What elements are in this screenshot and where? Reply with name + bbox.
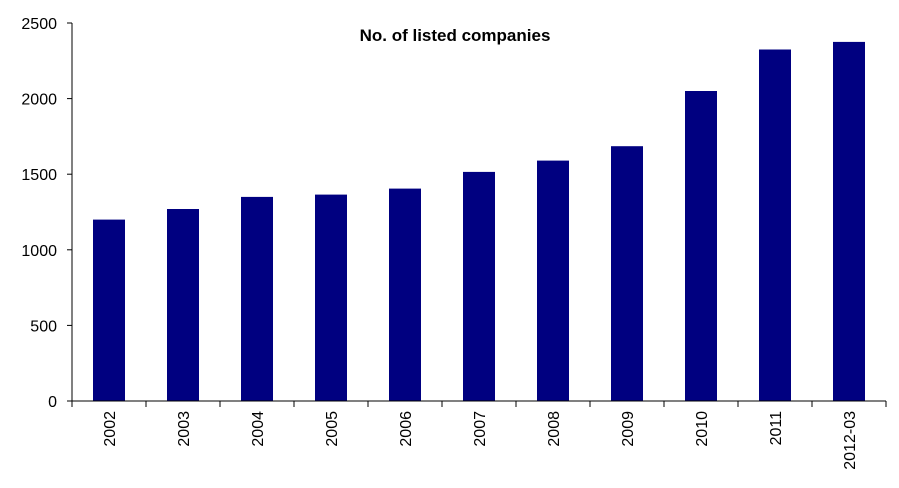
x-tick-label: 2004 bbox=[250, 411, 267, 447]
y-axis-ticks: 0 500 1000 1500 2000 2500 bbox=[21, 16, 72, 411]
bar-2008 bbox=[537, 160, 569, 401]
x-tick-label: 2008 bbox=[546, 411, 563, 447]
y-tick-label: 500 bbox=[30, 318, 57, 335]
x-tick-label: 2010 bbox=[694, 411, 711, 447]
bar-2009 bbox=[611, 146, 643, 401]
axes-layer bbox=[71, 23, 886, 402]
chart-title: No. of listed companies bbox=[360, 26, 551, 45]
x-tick-label: 2005 bbox=[324, 411, 341, 447]
bar-2007 bbox=[463, 171, 495, 401]
y-tick-label: 1500 bbox=[21, 167, 57, 184]
bar-2011 bbox=[759, 49, 791, 401]
bar-2006 bbox=[389, 188, 421, 401]
bar-2004 bbox=[241, 196, 273, 401]
x-tick-label: 2003 bbox=[176, 411, 193, 447]
y-tick-label: 2000 bbox=[21, 92, 57, 109]
x-tick-label: 2007 bbox=[472, 411, 489, 447]
x-tick-label: 2009 bbox=[620, 411, 637, 447]
bar-2005 bbox=[315, 194, 347, 401]
x-tick-label: 2002 bbox=[102, 411, 119, 447]
y-tick-label: 2500 bbox=[21, 16, 57, 33]
x-tick-label: 2012-03 bbox=[842, 411, 859, 470]
bars-layer bbox=[93, 41, 865, 402]
x-tick-label: 2006 bbox=[398, 411, 415, 447]
bar-2012-03 bbox=[833, 41, 865, 402]
y-tick-label: 0 bbox=[48, 394, 57, 411]
x-tick-label: 2011 bbox=[768, 411, 785, 446]
x-axis-ticks: 2002 2003 2004 2005 2006 2007 2008 2009 2010 2011… bbox=[71, 401, 887, 470]
bar-2003 bbox=[167, 209, 199, 401]
y-tick-label: 1000 bbox=[21, 243, 57, 260]
bar-2010 bbox=[685, 91, 717, 401]
bar-2002 bbox=[93, 219, 125, 401]
